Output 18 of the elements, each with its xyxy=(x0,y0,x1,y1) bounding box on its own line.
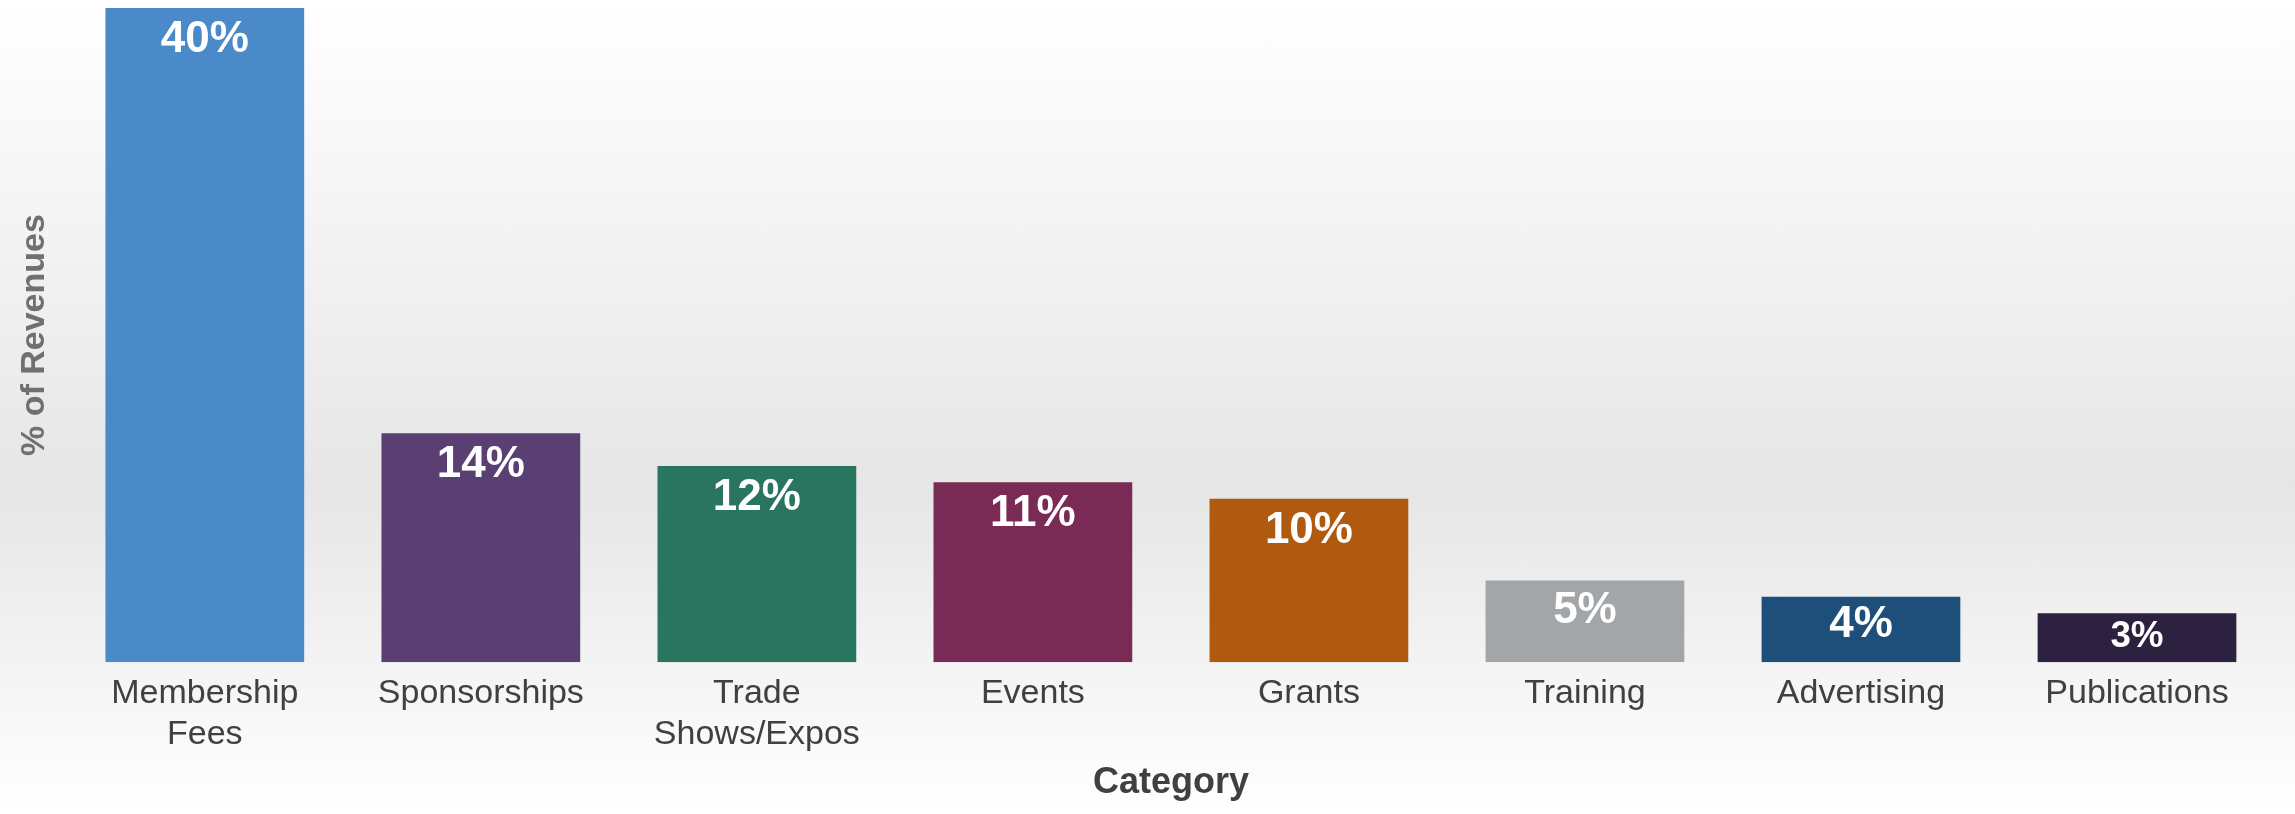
y-axis-title: % of Revenues xyxy=(12,214,51,457)
data-label: 10% xyxy=(1264,502,1353,552)
x-tick-label: Trade Shows/Expos xyxy=(653,671,860,751)
data-label: 4% xyxy=(1829,597,1893,647)
x-tick-label: Advertising xyxy=(1776,671,1946,710)
x-tick-label: Membership Fees xyxy=(111,671,299,751)
x-tick-label: Training xyxy=(1524,671,1646,710)
x-tick-label: Publications xyxy=(2045,671,2229,710)
x-tick-label: Events xyxy=(980,671,1085,710)
data-label: 3% xyxy=(2110,613,2164,655)
data-label: 14% xyxy=(436,437,525,487)
data-label: 40% xyxy=(160,12,249,62)
data-label: 11% xyxy=(990,486,1076,536)
data-label: 12% xyxy=(712,470,801,520)
x-axis-title: Category xyxy=(1092,760,1249,802)
x-tick-label: Sponsorships xyxy=(377,671,584,710)
data-label: 5% xyxy=(1553,582,1617,632)
x-tick-label: Grants xyxy=(1257,671,1360,710)
